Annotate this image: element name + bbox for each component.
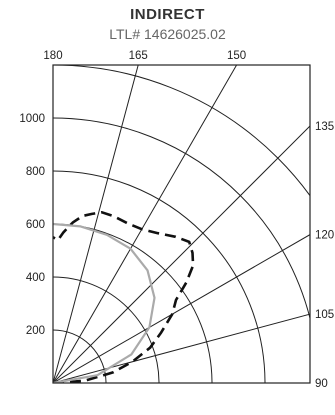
angle-label-120: 120: [315, 230, 334, 242]
chart-subtitle: LTL# 14626025.02: [109, 26, 226, 42]
series-layer: [53, 211, 195, 383]
angle-label-180: 180: [43, 50, 62, 62]
radial-tick-label-400: 400: [26, 272, 45, 284]
angle-gridline-135: [53, 125, 310, 383]
radial-tick-label-800: 800: [26, 166, 45, 178]
angle-gridline-150: [53, 65, 238, 383]
radial-tick-label-200: 200: [26, 325, 45, 337]
angle-label-165: 165: [129, 50, 148, 62]
label-layer: 200 400 600 800 1000 180 165 150 135 120 105 90: [19, 50, 334, 390]
radial-tick-label-600: 600: [26, 219, 45, 231]
plot-frame: [52, 64, 311, 384]
angle-gridline-165: [53, 65, 139, 383]
grid-layer: [53, 65, 310, 383]
radial-tick-label-1000: 1000: [19, 113, 45, 125]
angle-label-90: 90: [315, 378, 328, 390]
series-dashed-line: [53, 211, 195, 383]
angle-gridline-120: [53, 234, 310, 383]
chart-title: INDIRECT: [130, 6, 205, 23]
angle-label-150: 150: [227, 50, 246, 62]
angle-label-105: 105: [315, 309, 334, 321]
angle-label-135: 135: [315, 121, 334, 133]
series-solid-line: [53, 222, 156, 383]
